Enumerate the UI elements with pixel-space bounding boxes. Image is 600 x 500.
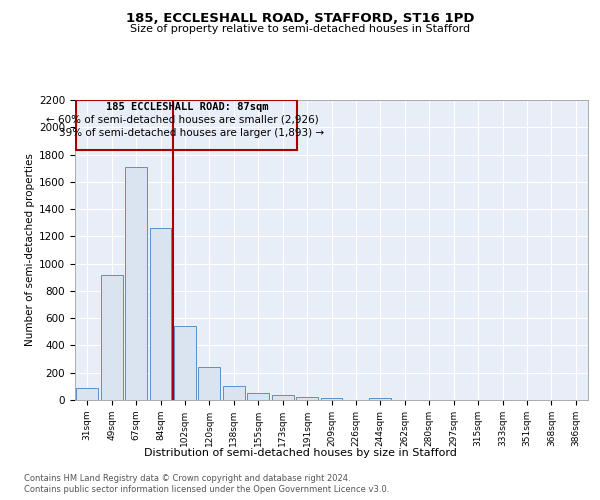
Bar (149, 228, 172, 400)
Text: Size of property relative to semi-detached houses in Stafford: Size of property relative to semi-detach… (130, 24, 470, 34)
Y-axis label: Number of semi-detached properties: Number of semi-detached properties (25, 154, 35, 346)
Bar (296, 398, 318, 400)
Bar (272, 395, 293, 400)
Text: Contains public sector information licensed under the Open Government Licence v3: Contains public sector information licen… (24, 485, 389, 494)
Bar (174, 326, 196, 400)
Bar (320, 398, 343, 400)
Bar (223, 386, 245, 400)
Bar (101, 274, 122, 400)
Bar (370, 398, 391, 400)
Text: Contains HM Land Registry data © Crown copyright and database right 2024.: Contains HM Land Registry data © Crown c… (24, 474, 350, 483)
Text: 185, ECCLESHALL ROAD, STAFFORD, ST16 1PD: 185, ECCLESHALL ROAD, STAFFORD, ST16 1PD (126, 12, 474, 26)
Text: 39% of semi-detached houses are larger (1,893) →: 39% of semi-detached houses are larger (… (59, 128, 324, 138)
Text: ← 60% of semi-detached houses are smaller (2,926): ← 60% of semi-detached houses are smalle… (46, 114, 318, 124)
Bar (125, 167, 147, 400)
Text: 185 ECCLESHALL ROAD: 87sqm: 185 ECCLESHALL ROAD: 87sqm (106, 102, 268, 113)
Bar (247, 393, 269, 400)
Bar (76, 388, 98, 400)
Bar (199, 368, 220, 400)
Text: Distribution of semi-detached houses by size in Stafford: Distribution of semi-detached houses by … (143, 448, 457, 458)
